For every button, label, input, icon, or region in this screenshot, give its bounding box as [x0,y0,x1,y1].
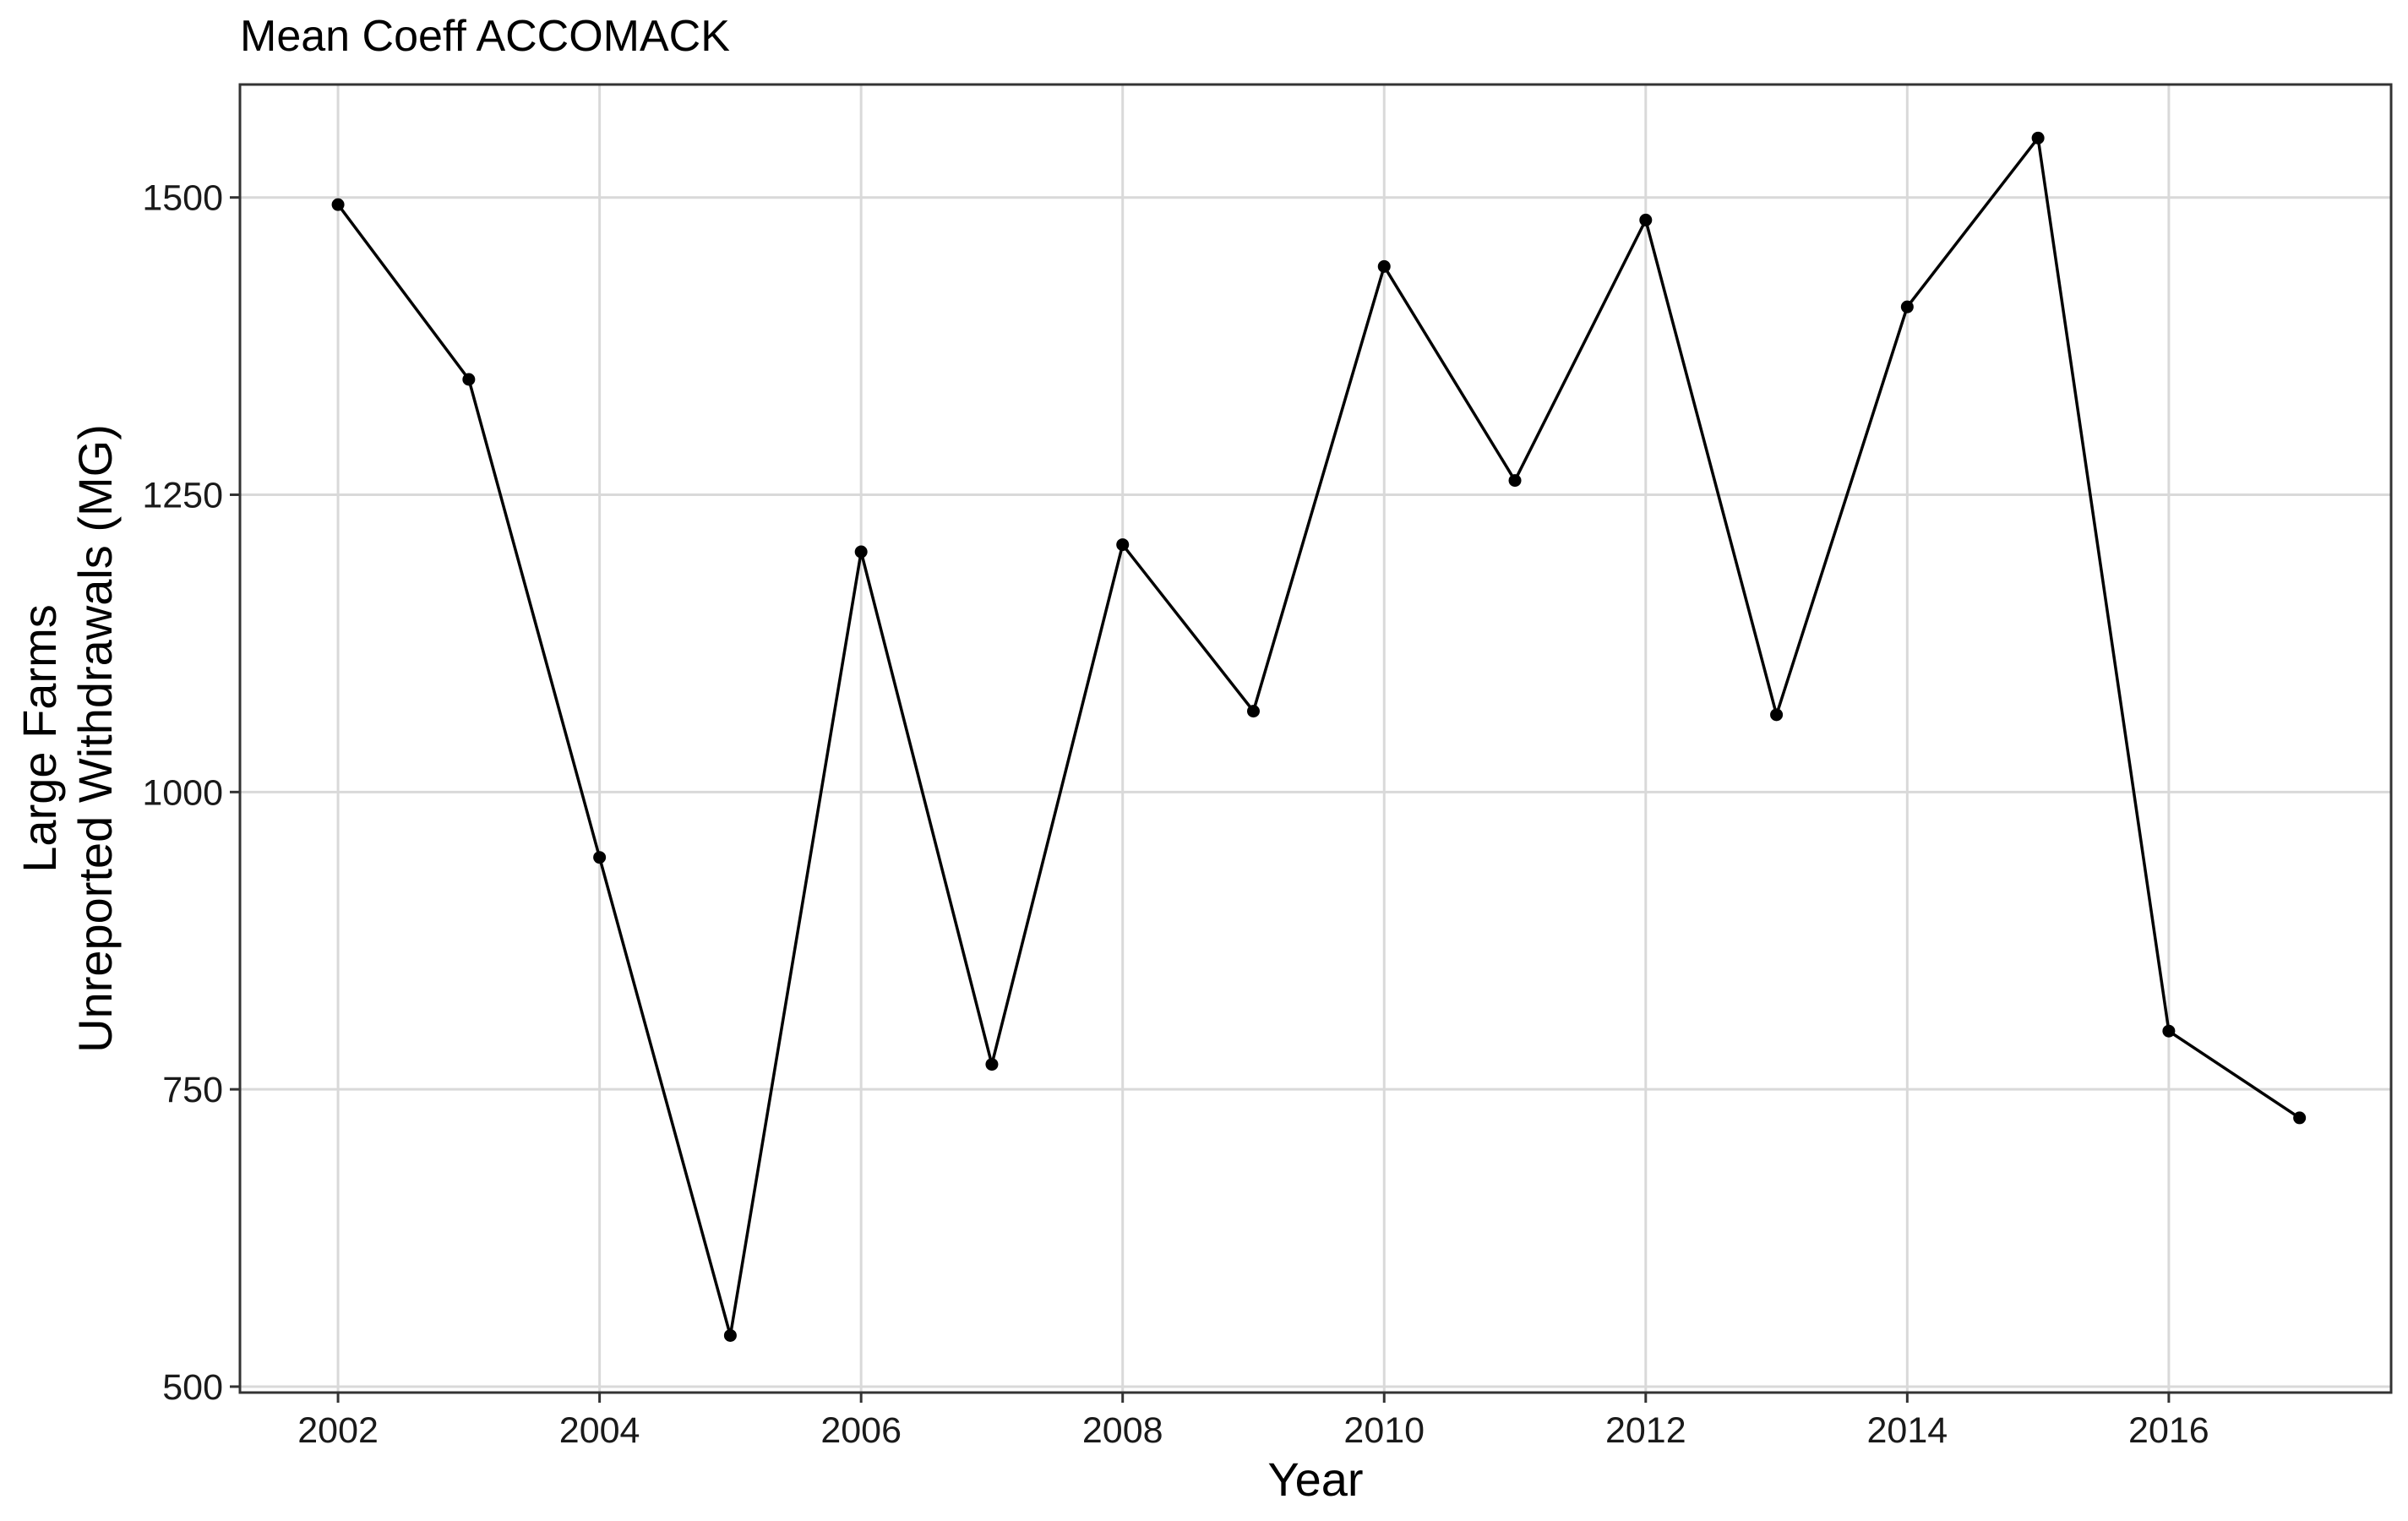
data-point-2009 [1246,705,1260,718]
y-axis-title-line-2: Unreported Withdrawals (MG) [68,424,122,1053]
data-point-2007 [985,1058,999,1071]
x-tick-label-2008: 2008 [1082,1410,1163,1451]
series-line-0 [336,134,2301,1336]
x-tick-label-2010: 2010 [1343,1410,1425,1451]
y-tick-label-1250: 1250 [142,476,223,516]
data-point-2004 [593,851,607,864]
y-tick-label-1000: 1000 [142,772,223,813]
data-point-2012 [1639,213,1653,226]
data-point-2013 [1770,708,1784,722]
data-point-2002 [331,198,345,211]
x-tick-label-2004: 2004 [559,1410,640,1451]
data-point-2008 [1116,538,1130,552]
data-point-2011 [1508,474,1522,488]
y-axis: 500 750 1000 1250 1500 [142,178,240,1408]
data-point-2005 [723,1328,737,1342]
x-tick-label-2002: 2002 [297,1410,379,1451]
panel-border [238,83,2393,1394]
data-point-2003 [462,373,476,386]
y-tick-label-500: 500 [162,1367,223,1408]
x-tick-label-2016: 2016 [2128,1410,2209,1451]
series-layer [336,134,2301,1336]
data-point-2015 [2031,131,2045,144]
x-axis-title: Year [1267,1453,1363,1506]
y-axis-title-line-1: Large Farms [13,604,66,872]
data-point-2014 [1900,300,1914,313]
x-axis: 2002 2004 2006 2008 2010 2012 2014 2016 [297,1393,2209,1451]
y-tick-label-750: 750 [162,1070,223,1110]
x-tick-label-2014: 2014 [1867,1410,1948,1451]
x-tick-label-2012: 2012 [1605,1410,1686,1451]
x-tick-label-2006: 2006 [820,1410,902,1451]
data-point-2006 [854,545,868,559]
y-tick-label-1500: 1500 [142,178,223,219]
data-point-2017 [2293,1111,2307,1125]
data-points [331,131,2307,1342]
data-point-2016 [2162,1024,2176,1038]
data-point-2010 [1377,259,1391,273]
chart-title: Mean Coeff ACCOMACK [240,12,730,61]
y-axis-title: Large Farms Unreported Withdrawals (MG) [13,424,122,1053]
